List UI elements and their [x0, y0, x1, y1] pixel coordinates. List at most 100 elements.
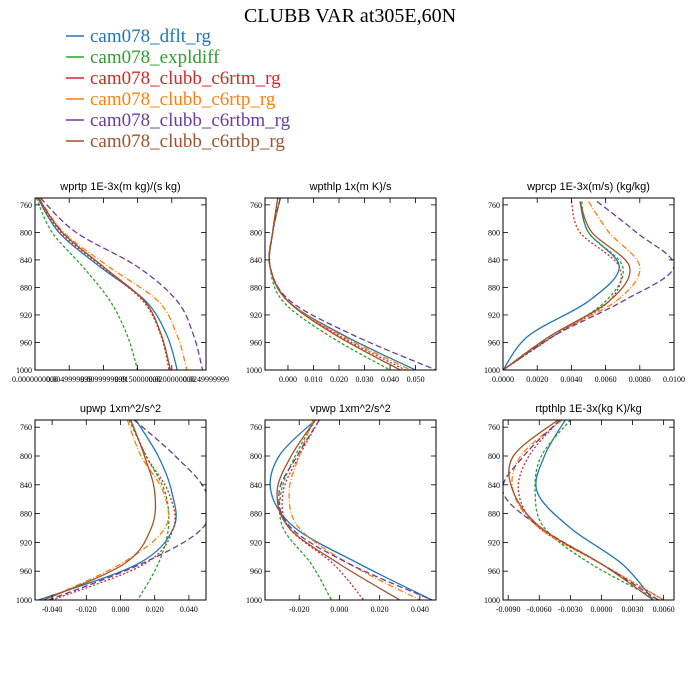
series-line: [276, 420, 401, 600]
series-line: [38, 420, 177, 600]
x-tick-label: 0.040: [381, 375, 399, 384]
chart-panel: wprcp 1E-3x(m/s) (kg/kg) 760 800 840 880 920 9…: [484, 181, 685, 384]
series-line: [508, 420, 654, 600]
figure-title: CLUBB VAR at305E,60N: [244, 5, 456, 27]
y-tick-label: 920: [488, 311, 500, 320]
x-tick-label: 0.0100: [663, 375, 685, 384]
series-line: [40, 198, 204, 370]
y-tick-label: 840: [20, 256, 32, 265]
y-tick-label: 800: [20, 228, 32, 237]
series-line: [517, 420, 664, 600]
x-tick-label: 0.040: [180, 605, 198, 614]
legend-item: cam078_clubb_c6rtp_rg: [66, 89, 276, 110]
x-tick-label: -0.020: [289, 605, 310, 614]
y-tick-label: 880: [250, 510, 262, 519]
legend-label: cam078_clubb_c6rtbm_rg: [90, 110, 291, 131]
y-tick-label: 1000: [16, 596, 32, 605]
y-tick-label: 920: [488, 538, 500, 547]
x-tick-label: 0.0200000000: [149, 375, 195, 384]
x-tick-label: 0.020: [146, 605, 164, 614]
plot-frame: [502, 197, 675, 371]
x-tick-label: -0.0090: [496, 605, 521, 614]
y-tick-label: 760: [250, 201, 262, 210]
series-line: [128, 420, 170, 600]
panel-title: vpwp 1xm^2/s^2: [310, 403, 391, 415]
y-tick-label: 800: [250, 228, 262, 237]
y-tick-label: 960: [20, 338, 32, 347]
plot-frame: [264, 197, 437, 371]
series-line: [268, 198, 401, 370]
legend-item: cam078_clubb_c6rtbm_rg: [66, 110, 291, 131]
series-line: [37, 198, 172, 370]
y-tick-label: 840: [250, 481, 262, 490]
chart-panel: upwp 1xm^2/s^2 760 800 840 880 920 960 1000 -0.0…: [16, 403, 207, 614]
y-tick-label: 760: [488, 201, 500, 210]
y-tick-label: 880: [250, 283, 262, 292]
x-tick-label: 0.000: [330, 605, 348, 614]
chart-panel: vpwp 1xm^2/s^2 760 800 840 880 920 960 1000 -0.0…: [246, 403, 437, 614]
y-tick-label: 840: [250, 256, 262, 265]
y-tick-label: 920: [20, 311, 32, 320]
series-line: [281, 420, 365, 600]
x-tick-label: 0.020: [330, 375, 348, 384]
series-line: [37, 198, 178, 370]
x-tick-label: 0.0249999999: [183, 375, 229, 384]
y-tick-label: 1000: [484, 596, 500, 605]
series-line: [37, 198, 170, 370]
y-tick-label: 1000: [484, 366, 500, 375]
y-tick-label: 920: [20, 538, 32, 547]
x-tick-label: 0.020: [371, 605, 389, 614]
x-tick-label: 0.000: [279, 375, 297, 384]
panel-title: wpthlp 1x(m K)/s: [309, 181, 392, 193]
y-tick-label: 920: [250, 311, 262, 320]
plot-frame: [34, 197, 207, 371]
y-tick-label: 1000: [246, 596, 262, 605]
y-tick-label: 1000: [246, 366, 262, 375]
legend-label: cam078_clubb_c6rtp_rg: [90, 89, 276, 110]
y-tick-label: 840: [488, 256, 500, 265]
panel-title: wprtp 1E-3x(m kg)/(s kg): [59, 181, 180, 193]
legend-label: cam078_expldiff: [90, 47, 220, 68]
y-tick-label: 880: [20, 283, 32, 292]
series-line: [503, 201, 622, 370]
y-tick-label: 880: [488, 283, 500, 292]
y-tick-label: 840: [20, 481, 32, 490]
x-tick-label: 0.0150000000: [115, 375, 161, 384]
legend-label: cam078_dflt_rg: [90, 26, 212, 47]
y-tick-label: 960: [488, 338, 500, 347]
series-line: [43, 420, 157, 600]
x-tick-label: 0.0030: [622, 605, 644, 614]
x-tick-label: 0.010: [304, 375, 322, 384]
y-tick-label: 840: [488, 481, 500, 490]
series-line: [535, 420, 654, 600]
series-line: [48, 420, 206, 600]
y-tick-label: 960: [20, 567, 32, 576]
legend-label: cam078_clubb_c6rtbp_rg: [90, 131, 285, 152]
y-tick-label: 760: [20, 423, 32, 432]
panel-title: rtpthlp 1E-3x(kg K)/kg: [535, 403, 641, 415]
series-line: [51, 420, 176, 600]
series-line: [35, 198, 139, 370]
series-line: [268, 198, 436, 370]
x-tick-label: -0.0030: [558, 605, 583, 614]
y-tick-label: 800: [488, 228, 500, 237]
x-tick-label: -0.040: [42, 605, 63, 614]
panel-title: upwp 1xm^2/s^2: [80, 403, 161, 415]
y-tick-label: 960: [488, 567, 500, 576]
series-line: [288, 420, 421, 600]
y-tick-label: 760: [488, 423, 500, 432]
chart-panel: wpthlp 1x(m K)/s 760 800 840 880 920 960 1000 0.…: [246, 181, 437, 384]
plot-frame: [264, 419, 437, 601]
x-tick-label: 0.0000: [590, 605, 612, 614]
series-line: [278, 420, 332, 600]
series-line: [503, 200, 674, 370]
x-tick-label: 0.000: [112, 605, 130, 614]
panel-title: wprcp 1E-3x(m/s) (kg/kg): [526, 181, 650, 193]
x-tick-label: 0.0099999999: [80, 375, 126, 384]
series-line: [503, 201, 620, 370]
y-tick-label: 760: [20, 201, 32, 210]
series-line: [534, 420, 659, 600]
y-tick-label: 960: [250, 338, 262, 347]
